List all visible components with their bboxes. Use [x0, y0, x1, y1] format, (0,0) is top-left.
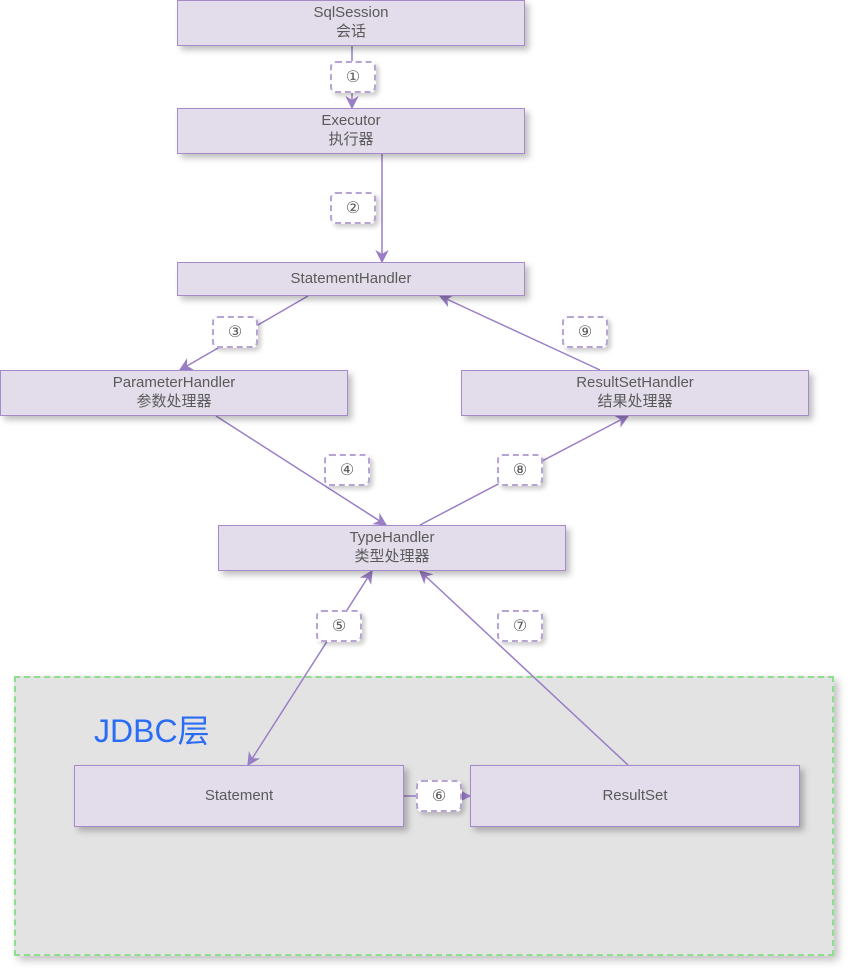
node-title: ResultSet — [602, 787, 667, 806]
node-subtitle: 结果处理器 — [597, 393, 672, 412]
step-8: ⑧ — [497, 454, 543, 486]
step-7: ⑦ — [497, 610, 543, 642]
node-title: ResultSetHandler — [576, 374, 694, 393]
node-statement: Statement — [74, 765, 404, 827]
step-1: ① — [330, 61, 376, 93]
node-subtitle: 执行器 — [328, 131, 373, 150]
node-resultset: ResultSet — [470, 765, 800, 827]
node-title: Executor — [321, 112, 380, 131]
node-parameterhandler: ParameterHandler 参数处理器 — [0, 370, 348, 416]
node-subtitle: 会话 — [336, 23, 366, 42]
node-subtitle: 类型处理器 — [354, 548, 429, 567]
node-title: StatementHandler — [291, 270, 412, 289]
node-title: TypeHandler — [349, 529, 434, 548]
node-executor: Executor 执行器 — [177, 108, 525, 154]
step-9: ⑨ — [562, 316, 608, 348]
node-title: SqlSession — [313, 4, 388, 23]
step-2: ② — [330, 192, 376, 224]
step-6: ⑥ — [416, 780, 462, 812]
node-title: ParameterHandler — [113, 374, 236, 393]
node-sqlsession: SqlSession 会话 — [177, 0, 525, 46]
node-subtitle: 参数处理器 — [136, 393, 211, 412]
node-typehandler: TypeHandler 类型处理器 — [218, 525, 566, 571]
node-title: Statement — [205, 787, 273, 806]
diagram-canvas: JDBC层 SqlSession 会话 Executor 执行器 Stateme… — [0, 0, 853, 969]
jdbc-region-title: JDBC层 — [94, 706, 210, 752]
step-3: ③ — [212, 316, 258, 348]
node-statementhandler: StatementHandler — [177, 262, 525, 296]
node-resultsethandler: ResultSetHandler 结果处理器 — [461, 370, 809, 416]
step-5: ⑤ — [316, 610, 362, 642]
step-4: ④ — [324, 454, 370, 486]
